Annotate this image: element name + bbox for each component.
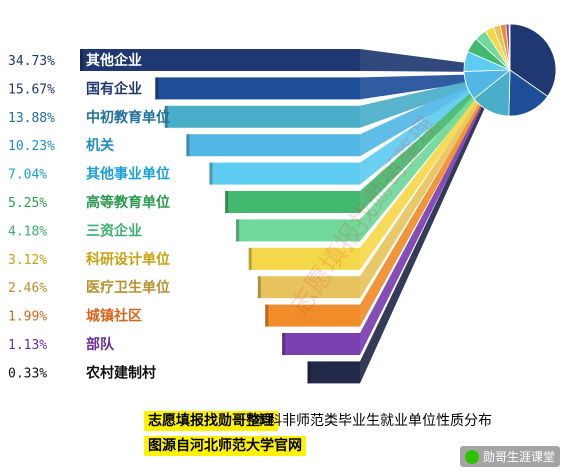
value-label: 2.46% <box>8 281 47 296</box>
bar-edge <box>225 191 229 213</box>
fan-connector <box>360 67 499 213</box>
bar <box>186 134 360 157</box>
bar <box>209 162 360 185</box>
category-label: 农村建制村 <box>85 364 156 381</box>
value-label: 1.13% <box>8 338 47 353</box>
category-label: 科研设计单位 <box>86 251 170 268</box>
category-label: 国有企业 <box>86 80 142 97</box>
category-label: 部队 <box>86 336 115 353</box>
wechat-badge: 勋哥生涯课堂 <box>459 446 560 467</box>
bar-edge <box>209 162 213 185</box>
bar <box>282 333 360 355</box>
bar-edge <box>307 361 311 384</box>
bar-edge <box>80 49 83 71</box>
bar-edge <box>257 276 261 299</box>
value-label: 1.99% <box>8 310 47 325</box>
bar <box>80 49 360 71</box>
pie-group <box>463 23 557 117</box>
bar-edge <box>265 304 269 327</box>
category-label: 城镇社区 <box>86 308 142 325</box>
category-label: 医疗卫生单位 <box>86 279 170 296</box>
pie-slice <box>508 69 549 117</box>
bar <box>265 304 360 327</box>
bar-edge <box>282 333 286 355</box>
value-label: 13.88% <box>8 111 55 126</box>
value-label: 15.67% <box>8 82 55 97</box>
bar <box>248 247 360 270</box>
chart-title: 本科非师范类毕业生就业单位性质分布 <box>254 413 492 429</box>
wechat-badge-label: 勋哥生涯课堂 <box>482 450 555 464</box>
fan-connector <box>360 66 502 384</box>
fan-connector <box>360 66 500 242</box>
category-label: 三资企业 <box>86 222 142 239</box>
bar <box>225 191 360 213</box>
category-label: 机关 <box>86 137 114 154</box>
bar <box>164 105 360 128</box>
value-label: 7.04% <box>8 168 47 183</box>
value-label: 34.73% <box>8 54 55 69</box>
value-label: 4.18% <box>8 224 47 239</box>
category-label: 高等教育单位 <box>86 194 170 211</box>
bar <box>236 219 360 242</box>
bar <box>307 361 360 384</box>
pie-slice <box>508 23 511 71</box>
fan-connector <box>360 66 502 356</box>
fan-connector <box>360 66 501 299</box>
bar-edge <box>186 134 190 157</box>
bar-edge <box>155 77 159 100</box>
fan-connector <box>360 66 502 327</box>
category-label: 其他事业单位 <box>86 166 170 183</box>
labels-group: 34.73% 其他企业 15.67% 国有企业 13.88% 中初教育单位 10.23% 机关… <box>8 52 170 381</box>
bar <box>155 77 360 100</box>
bar <box>257 276 360 299</box>
value-label: 0.33% <box>8 366 47 381</box>
value-label: 3.12% <box>8 253 47 268</box>
fan-lines-group <box>360 49 506 384</box>
category-label: 中初教育单位 <box>86 109 170 126</box>
footer-brand: 志愿填报找勋哥整理 <box>144 411 278 431</box>
bar-edge <box>248 247 252 270</box>
category-label: 其他企业 <box>86 52 142 69</box>
wechat-icon <box>464 449 479 464</box>
value-label: 5.25% <box>8 196 47 211</box>
fan-connector <box>360 66 501 270</box>
bar-edge <box>164 105 168 128</box>
fan-connector <box>360 69 499 185</box>
pie-slice <box>509 23 557 97</box>
value-label: 10.23% <box>8 139 55 154</box>
bar-edge <box>236 219 240 242</box>
bars-group <box>80 49 360 384</box>
footer-source: 图源自河北师范大学官网 <box>144 436 306 456</box>
